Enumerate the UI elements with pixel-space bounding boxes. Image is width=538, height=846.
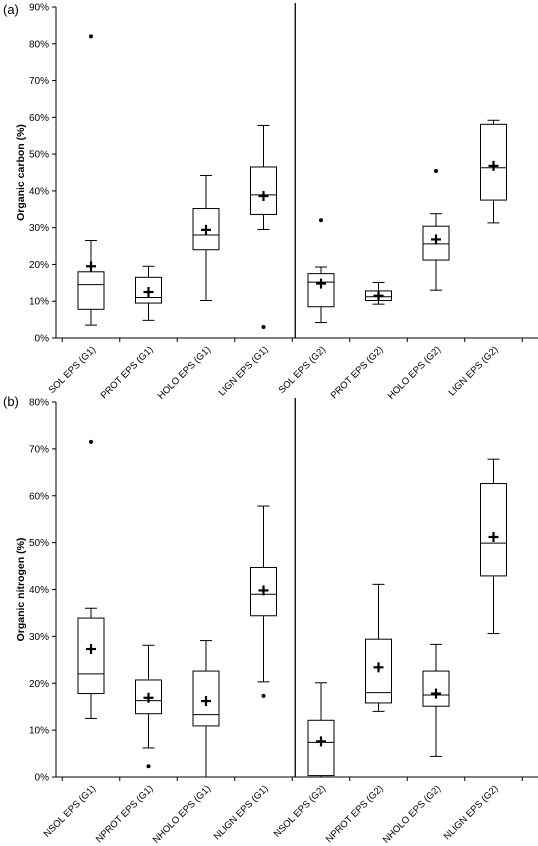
chart-panel-a: (a) Organic carbon (%) 0% 10% 20% 30% 40% 50% 60… [3, 2, 538, 402]
y-tick-label: 30% [29, 632, 49, 643]
x-category-label: NLIGN EPS (G1) [212, 783, 271, 842]
outlier-point [261, 324, 266, 329]
y-tick-label: 20% [29, 260, 49, 271]
chart-panel-b: (b) Organic nitrogen (%) 0% 10% 20% 30% 40% 50%… [3, 394, 538, 846]
x-category-label: HOLO EPS (G1) [156, 344, 213, 401]
box-2: PROT EPS (G1) [99, 265, 162, 401]
y-tick-label: 70% [29, 444, 49, 455]
y-tick-label: 50% [29, 538, 49, 549]
y-tick-label: 60% [29, 113, 49, 124]
y-tick-label: 40% [29, 186, 49, 197]
y-axis-label: Organic nitrogen (%) [15, 538, 27, 642]
x-category-label: LIGN EPS (G2) [447, 344, 501, 398]
iqr-box [77, 271, 105, 310]
box-3: NHOLO EPS (G1) [151, 640, 220, 846]
x-category-label: SOL EPS (G2) [277, 344, 329, 396]
x-category-label: NSOL EPS (G1) [42, 783, 98, 839]
iqr-box [250, 166, 277, 215]
box-3: HOLO EPS (G1) [156, 174, 220, 402]
box-6: PROT EPS (G2) [329, 281, 392, 401]
box-1: NSOL EPS (G1) [42, 439, 105, 840]
x-category-label: NPROT EPS (G2) [324, 783, 386, 845]
outlier-point [261, 693, 266, 698]
x-category-label: PROT EPS (G1) [99, 344, 156, 401]
box-5: NSOL EPS (G2) [272, 682, 335, 840]
iqr-box [307, 719, 335, 777]
y-tick-label: 20% [29, 679, 49, 690]
x-category-label: SOL EPS (G1) [47, 344, 99, 396]
y-tick-label: 90% [29, 3, 49, 14]
y-tick-label: 80% [29, 398, 49, 409]
panel-label: (a) [3, 2, 19, 17]
y-tick-label: 80% [29, 39, 49, 50]
x-category-label: PROT EPS (G2) [329, 344, 386, 401]
outlier-point [89, 34, 93, 39]
box-8: NLIGN EPS (G2) [442, 458, 507, 842]
box-8: LIGN EPS (G2) [447, 119, 507, 398]
y-axis-label: Organic carbon (%) [15, 124, 27, 221]
y-tick-label: 30% [29, 223, 49, 234]
y-tick-label: 50% [29, 150, 49, 161]
box-4: NLIGN EPS (G1) [212, 505, 277, 842]
y-tick-label: 70% [29, 76, 49, 87]
box-6: NPROT EPS (G2) [324, 583, 392, 845]
panel-label: (b) [3, 394, 19, 409]
x-category-label: NHOLO EPS (G1) [151, 783, 213, 845]
y-tick-label: 0% [35, 334, 50, 345]
outlier-point [146, 764, 151, 769]
x-category-label: NPROT EPS (G1) [94, 783, 156, 845]
iqr-box [480, 483, 507, 577]
box-4: LIGN EPS (G1) [217, 124, 277, 398]
y-tick-label: 40% [29, 585, 49, 596]
outlier-point [434, 169, 438, 174]
x-category-label: HOLO EPS (G2) [386, 344, 443, 401]
y-tick-label: 0% [35, 773, 50, 784]
x-category-label: LIGN EPS (G1) [217, 344, 271, 398]
y-tick-label: 10% [29, 726, 49, 737]
y-tick-label: 10% [29, 297, 49, 308]
x-category-label: NHOLO EPS (G2) [381, 783, 443, 845]
outlier-point [89, 439, 93, 444]
box-7: HOLO EPS (G2) [386, 169, 450, 402]
box-1: SOL EPS (G1) [47, 34, 105, 396]
iqr-box [77, 617, 105, 695]
x-category-label: NLIGN EPS (G2) [442, 783, 501, 842]
x-category-label: NSOL EPS (G2) [272, 783, 328, 839]
box-5: SOL EPS (G2) [277, 218, 335, 396]
outlier-point [319, 218, 323, 223]
y-tick-label: 60% [29, 491, 49, 502]
